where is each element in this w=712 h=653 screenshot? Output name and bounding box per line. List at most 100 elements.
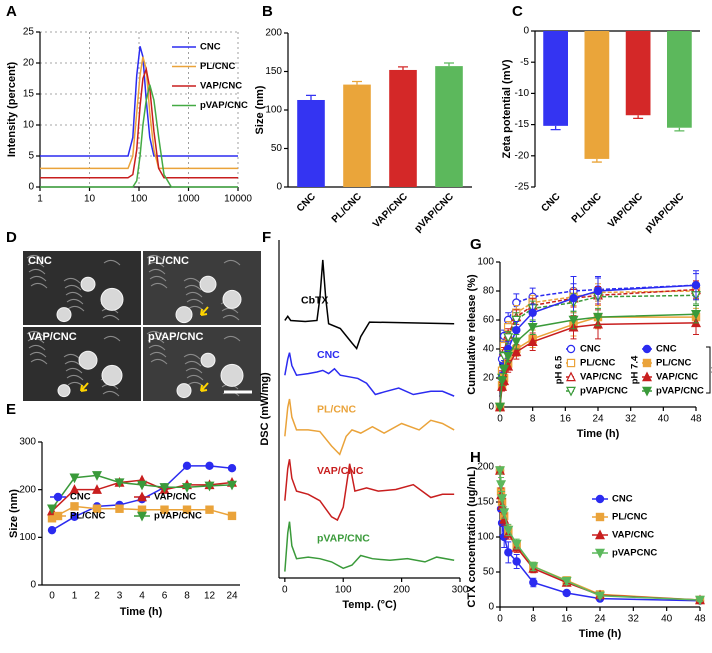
y-axis-title: Zeta potential (mV)	[501, 59, 513, 158]
x-tick-label: 300	[452, 585, 469, 596]
vesicle	[100, 287, 124, 311]
marker	[593, 312, 603, 323]
x-tick-label: 24	[594, 614, 606, 625]
x-tick-label: 0	[497, 614, 503, 625]
legend-label: CNC	[656, 344, 677, 355]
y-tick-label: 100	[477, 257, 494, 268]
vesicle	[80, 276, 96, 292]
marker	[511, 346, 522, 357]
vesicle	[200, 352, 216, 368]
y-axis-title: CTX concentration (ug/mL)	[466, 466, 478, 608]
x-tick-label: 200	[393, 585, 410, 596]
marker	[205, 505, 214, 514]
texture	[28, 268, 46, 275]
texture	[26, 254, 44, 261]
marker	[595, 529, 605, 540]
texture	[147, 261, 165, 268]
texture	[148, 344, 166, 351]
vesicle	[78, 350, 98, 370]
marker	[569, 294, 578, 303]
marker	[642, 358, 652, 368]
marker	[529, 578, 538, 587]
texture	[149, 351, 167, 358]
legend-label: CNC	[580, 344, 601, 355]
series-line	[284, 398, 455, 456]
x-tick-label: 16	[561, 614, 573, 625]
marker	[595, 494, 605, 504]
bar	[297, 99, 325, 187]
tile-label: PL/CNC	[148, 255, 189, 267]
texture	[186, 374, 204, 381]
vesicle	[101, 364, 123, 386]
x-tick-label: 32	[625, 414, 637, 425]
y-tick-label: 80	[483, 286, 495, 297]
texture	[27, 337, 45, 344]
texture	[28, 344, 46, 351]
y-tick-label: 0	[276, 182, 282, 193]
y-axis-title: Intensity (percent)	[6, 61, 18, 157]
x-tick-label: CNC	[295, 191, 318, 214]
marker	[562, 588, 571, 598]
marker	[70, 512, 79, 522]
marker	[512, 325, 521, 335]
x-tick-label: 8	[531, 614, 537, 625]
marker	[691, 310, 701, 320]
error-bar	[633, 115, 644, 120]
texture	[148, 268, 166, 275]
marker	[92, 504, 102, 513]
y-tick-label: 20	[483, 373, 495, 384]
texture	[183, 277, 201, 284]
bar	[625, 31, 651, 116]
texture	[30, 282, 48, 289]
marker	[70, 502, 79, 511]
vesicle	[199, 275, 217, 293]
x-tick-label: CNC	[540, 191, 563, 214]
marker	[227, 480, 237, 491]
marker	[503, 352, 514, 362]
y-tick-label: 0	[28, 182, 34, 193]
series-label: CNC	[317, 349, 340, 361]
marker	[503, 333, 514, 343]
series-line	[284, 521, 455, 572]
error-bar	[398, 66, 408, 70]
x-axis-title: Time (h)	[579, 628, 622, 640]
vesicle	[176, 383, 192, 399]
marker	[497, 494, 508, 505]
marker	[160, 505, 169, 514]
bar	[435, 66, 463, 187]
panel-label: H	[470, 449, 481, 466]
legend-group-label: pH 7.4	[630, 355, 641, 384]
legend-label: PL/CNC	[580, 358, 616, 369]
panel-label: G	[470, 236, 482, 253]
x-tick-label: 1	[72, 591, 78, 602]
marker	[47, 504, 57, 515]
panel-label: B	[262, 3, 273, 20]
marker	[642, 386, 652, 397]
texture	[149, 275, 167, 282]
texture	[102, 390, 120, 397]
legend-label: PL/CNC	[612, 512, 648, 523]
texture	[184, 284, 202, 291]
legend-label: VAP/CNC	[580, 372, 622, 383]
marker	[182, 461, 192, 471]
y-tick-label: 100	[19, 532, 36, 543]
y-axis-title: Size (nm)	[8, 489, 20, 538]
x-tick-label: 40	[658, 414, 670, 425]
marker	[528, 308, 537, 317]
tile-label: CNC	[28, 255, 52, 267]
legend-label: CNC	[200, 42, 221, 53]
series-label: VAP/CNC	[317, 465, 364, 477]
panel-label: D	[6, 229, 17, 246]
x-tick-label: pVAP/CNC	[413, 191, 456, 234]
texture	[29, 275, 47, 282]
marker	[528, 562, 539, 572]
marker	[511, 315, 522, 326]
legend-label: PL/CNC	[70, 511, 106, 522]
x-tick-label: 10000	[224, 194, 252, 205]
x-tick-label: PL/CNC	[570, 191, 604, 225]
marker	[159, 483, 170, 493]
error-bar	[591, 158, 602, 163]
marker	[137, 480, 147, 491]
texture	[26, 330, 44, 337]
legend-label: PL/CNC	[656, 358, 692, 369]
